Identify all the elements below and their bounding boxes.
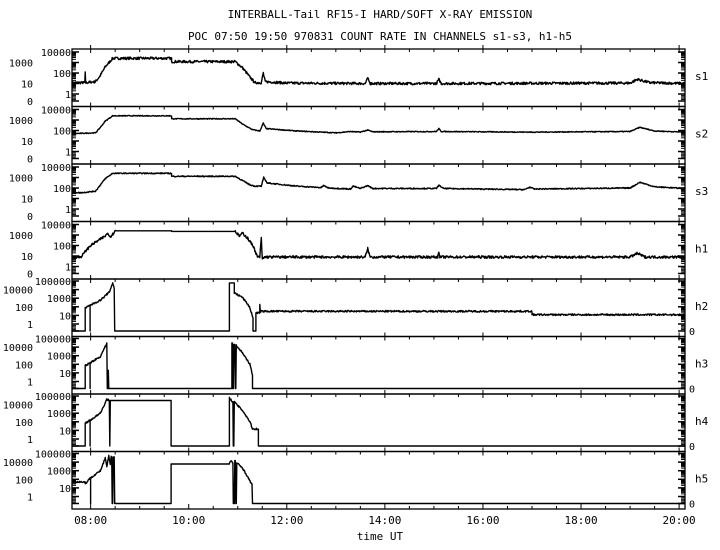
x-tick-label: 10:00 [172,514,205,527]
y-tick-label: 1000 [47,409,71,420]
y-tick-label: 1000 [9,59,33,70]
y-tick-label: 1 [27,435,33,446]
y-tick-label: 10000 [41,163,71,174]
y-tick-label: 0 [27,212,33,223]
y-tick-label: 100000 [35,335,71,346]
channel-label-h3: h3 [695,357,708,370]
channel-label-s2: s2 [695,127,708,140]
y-tick-label: 0 [27,155,33,166]
trace-s3 [71,172,686,194]
trace-h5 [71,454,686,505]
y-tick-label: 0 [27,270,33,281]
chart-title: INTERBALL-Tail RF15-I HARD/SOFT X-RAY EM… [228,8,533,21]
y-tick-label: 1 [27,378,33,389]
trace-s2 [71,114,686,135]
channel-label-h5: h5 [695,472,708,485]
y-tick-label: 1000 [9,231,33,242]
y-tick-label: 100 [53,242,71,253]
y-tick-label: 0 [689,327,695,338]
y-tick-label: 100 [53,69,71,80]
trace-h3 [71,342,686,390]
y-tick-label: 10000 [3,401,33,412]
y-tick-label: 10 [59,311,71,322]
y-tick-label: 1 [65,148,71,159]
y-tick-label: 1000 [9,174,33,185]
y-tick-label: 100 [53,184,71,195]
channel-label-s1: s1 [695,70,708,83]
channel-label-h4: h4 [695,415,709,428]
y-tick-label: 1 [65,90,71,101]
y-tick-label: 10 [59,426,71,437]
trace-h2 [71,282,686,332]
y-tick-label: 100000 [35,450,71,461]
y-tick-label: 1000 [9,116,33,127]
y-tick-label: 10000 [41,48,71,59]
y-tick-label: 100000 [35,392,71,403]
x-axis-label: time UT [357,530,404,543]
y-tick-label: 1000 [47,294,71,305]
y-tick-label: 10 [21,137,33,148]
y-tick-label: 10000 [3,458,33,469]
y-tick-label: 1 [27,320,33,331]
y-tick-label: 1000 [47,352,71,363]
y-tick-label: 10000 [41,221,71,232]
chart-subtitle: POC 07:50 19:50 970831 COUNT RATE IN CHA… [188,30,572,43]
y-tick-label: 1 [65,263,71,274]
trace-h4 [71,396,686,447]
x-tick-label: 12:00 [270,514,303,527]
x-tick-label: 20:00 [663,514,696,527]
y-tick-label: 10000 [41,106,71,117]
y-tick-label: 10000 [3,286,33,297]
y-tick-label: 0 [689,500,695,511]
trace-s1 [71,56,686,86]
y-tick-label: 10 [21,195,33,206]
y-tick-label: 0 [689,442,695,453]
y-tick-label: 1 [27,493,33,504]
x-tick-label: 18:00 [564,514,597,527]
y-tick-label: 0 [27,97,33,108]
y-tick-label: 100000 [35,277,71,288]
y-tick-label: 100 [15,418,33,429]
y-tick-label: 100 [15,475,33,486]
y-tick-label: 10000 [3,343,33,354]
y-tick-label: 10 [59,369,71,380]
x-tick-label: 16:00 [466,514,499,527]
y-tick-label: 10 [21,80,33,91]
y-tick-label: 1000 [47,467,71,478]
y-tick-label: 100 [15,360,33,371]
y-tick-label: 0 [689,385,695,396]
channel-label-h2: h2 [695,300,708,313]
y-tick-label: 100 [53,127,71,138]
y-tick-label: 10 [21,252,33,263]
channel-label-h1: h1 [695,242,708,255]
trace-h1 [71,229,686,260]
channel-label-s3: s3 [695,185,708,198]
x-tick-label: 08:00 [74,514,107,527]
y-tick-label: 10 [59,484,71,495]
y-tick-label: 1 [65,205,71,216]
x-tick-label: 14:00 [368,514,401,527]
y-tick-label: 100 [15,303,33,314]
